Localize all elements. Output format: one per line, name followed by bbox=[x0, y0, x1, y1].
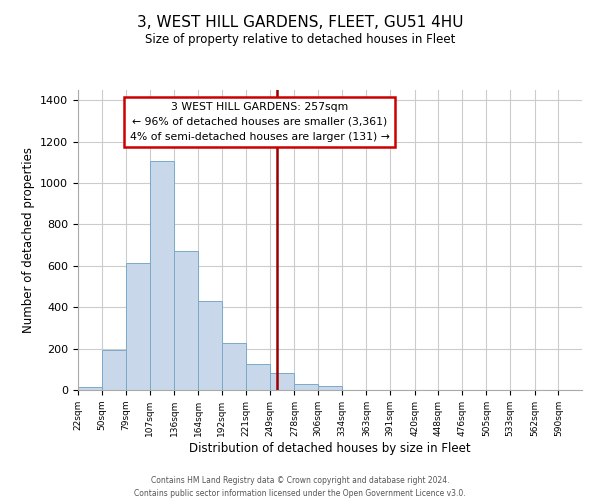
Bar bbox=[295, 384, 318, 390]
Bar bbox=[78, 387, 101, 390]
Bar bbox=[270, 374, 295, 390]
Bar bbox=[101, 350, 126, 390]
Bar bbox=[222, 344, 246, 390]
Bar bbox=[318, 386, 342, 390]
Bar bbox=[175, 252, 198, 390]
Text: 3 WEST HILL GARDENS: 257sqm
← 96% of detached houses are smaller (3,361)
4% of s: 3 WEST HILL GARDENS: 257sqm ← 96% of det… bbox=[130, 102, 389, 142]
Bar bbox=[150, 162, 175, 390]
Bar bbox=[246, 364, 270, 390]
Bar bbox=[198, 301, 222, 390]
Bar bbox=[126, 263, 150, 390]
Text: Contains HM Land Registry data © Crown copyright and database right 2024.
Contai: Contains HM Land Registry data © Crown c… bbox=[134, 476, 466, 498]
Text: 3, WEST HILL GARDENS, FLEET, GU51 4HU: 3, WEST HILL GARDENS, FLEET, GU51 4HU bbox=[137, 15, 463, 30]
X-axis label: Distribution of detached houses by size in Fleet: Distribution of detached houses by size … bbox=[189, 442, 471, 454]
Text: Size of property relative to detached houses in Fleet: Size of property relative to detached ho… bbox=[145, 32, 455, 46]
Y-axis label: Number of detached properties: Number of detached properties bbox=[22, 147, 35, 333]
